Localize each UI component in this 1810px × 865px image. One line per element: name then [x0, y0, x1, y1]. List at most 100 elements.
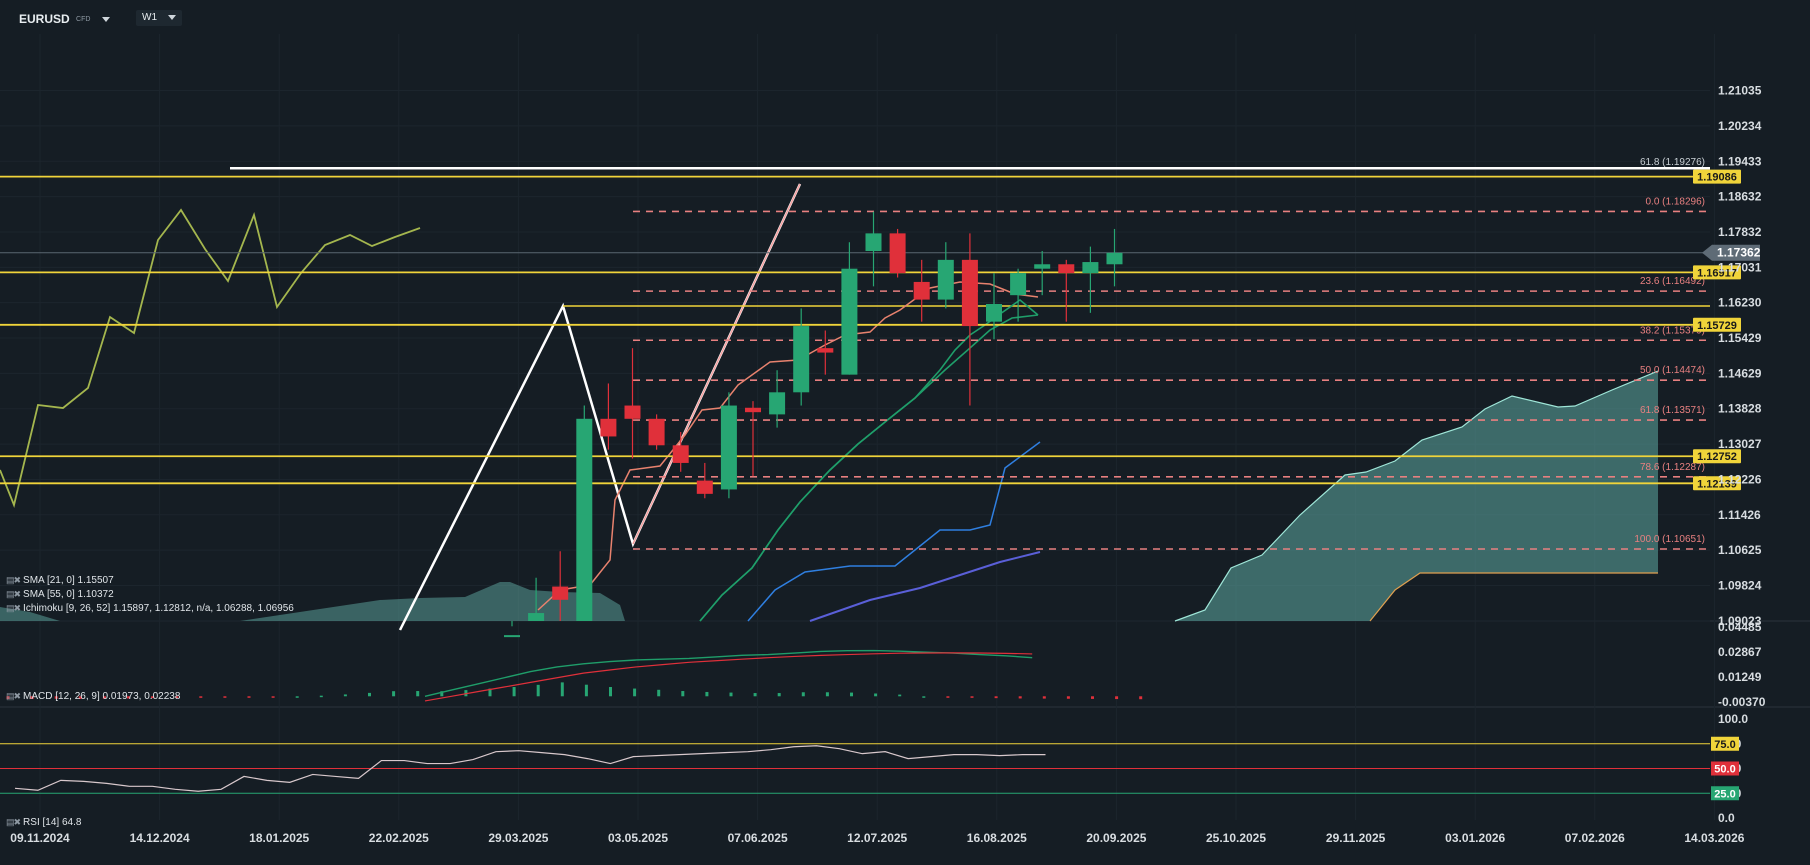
macd-histogram-bar [102, 696, 106, 699]
legend-rsi[interactable]: ▤✖ RSI [14] 64.8 [6, 817, 82, 828]
x-tick-label: 12.07.2025 [847, 831, 907, 845]
fib-trend-line [632, 183, 801, 545]
x-tick-label: 25.10.2025 [1206, 831, 1266, 845]
macd-histogram-bar [368, 692, 371, 697]
rsi-level-tag [1711, 761, 1739, 776]
candle-body [600, 418, 617, 437]
macd-histogram-bar [392, 691, 396, 697]
candle-body [769, 392, 786, 415]
candle-body [889, 233, 906, 274]
macd-histogram-bar [1018, 696, 1022, 699]
chevron-down-icon[interactable] [101, 17, 110, 23]
macd-histogram-bar [271, 696, 275, 698]
candle [817, 330, 834, 375]
legend-sma55[interactable]: ▤✖ SMA [55, 0] 1.10372 [6, 589, 114, 600]
legend-sma21[interactable]: ▤✖ SMA [21, 0] 1.15507 [6, 575, 114, 586]
timeframe-label: W1 [142, 12, 157, 23]
macd-histogram-bar [6, 696, 10, 700]
macd-histogram-bar [801, 692, 805, 697]
macd-tick-label: 0.04485 [1718, 620, 1762, 634]
candle [986, 273, 1002, 340]
indicator-settings-icon[interactable]: ▤✖ [6, 575, 21, 585]
overlay-line-chart [0, 208, 421, 508]
macd-histogram-bar [609, 687, 612, 697]
macd-histogram-bar [874, 693, 878, 697]
macd-histogram-bar [127, 696, 130, 699]
ichimoku-cloud [0, 370, 1659, 622]
indicator-settings-icon[interactable]: ▤✖ [6, 603, 21, 613]
fib-level-label: 61.8 (1.19276) [1640, 157, 1705, 168]
legend-macd[interactable]: ▤✖ MACD [12, 26, 9] 0.01973, 0.02238 [6, 691, 181, 702]
y-tick-label: 1.09824 [1718, 579, 1762, 593]
indicator-settings-icon[interactable]: ▤✖ [6, 589, 21, 599]
macd-histogram-bar [151, 696, 155, 699]
candle [552, 551, 569, 621]
macd-histogram-bar [681, 691, 685, 697]
x-tick-label: 16.08.2025 [967, 831, 1027, 845]
macd-histogram-bar [994, 696, 998, 699]
ichimoku-kijun-sen [747, 441, 1041, 622]
macd-histogram-bar [922, 696, 926, 698]
candle [1010, 268, 1027, 322]
fib-level-label: 0.0 (1.18296) [1646, 196, 1706, 207]
macd-histogram-bar [970, 696, 974, 698]
macd-histogram-bar [488, 688, 492, 697]
macd-histogram-bar [729, 692, 733, 697]
candle [913, 259, 930, 322]
macd-histogram-bar [946, 696, 950, 698]
sma-55-line [699, 298, 1039, 622]
candle [624, 348, 641, 459]
indicator-settings-icon[interactable]: ▤✖ [6, 691, 21, 701]
candle [600, 383, 617, 450]
chevron-down-icon[interactable] [167, 14, 176, 20]
macd-histogram-bar [440, 691, 444, 697]
x-tick-label: 29.03.2025 [488, 831, 548, 845]
macd-histogram-bar [247, 696, 251, 698]
macd-histogram-bar [1066, 696, 1070, 699]
candle [576, 405, 593, 621]
fib-level-label: 78.6 (1.12287) [1640, 462, 1705, 473]
macd-histogram-bar [850, 692, 853, 697]
x-tick-label: 14.03.2026 [1684, 831, 1744, 845]
candle [504, 621, 520, 638]
x-tick-label: 03.05.2025 [608, 831, 668, 845]
candle-body [841, 268, 858, 375]
fibonacci-levels: 61.8 (1.19276) 0.0 (1.18296) 23.6 (1.16492… [633, 157, 1710, 550]
rsi-level-value: 25.0 [1714, 788, 1735, 800]
sma-55-line-ext [699, 314, 1039, 622]
fib-level-label: 38.2 (1.15379) [1640, 325, 1705, 336]
horizontal-level-tag [1693, 169, 1741, 184]
candle-body [1058, 264, 1075, 274]
candle-body [696, 480, 713, 494]
macd-histogram-bar [416, 691, 420, 697]
ichimoku-tenkan-sen [809, 551, 1041, 622]
indicator-settings-icon[interactable]: ▤✖ [6, 817, 21, 827]
x-tick-label: 14.12.2024 [130, 831, 190, 845]
macd-histogram-bar [584, 684, 588, 697]
y-tick-label: 1.21035 [1718, 84, 1762, 98]
fib-level-label: 50.0 (1.14474) [1640, 365, 1705, 376]
macd-histogram-bar [343, 694, 347, 697]
timeframe-selector[interactable]: W1 [136, 10, 182, 26]
macd-histogram-bar [319, 695, 323, 698]
symbol-selector[interactable]: EURUSD CFD [19, 12, 110, 26]
candle [696, 462, 713, 499]
macd-histogram-bar [1091, 696, 1094, 699]
current-price-value: 1.17362 [1717, 246, 1761, 260]
candle-body [528, 613, 545, 621]
legend-ichimoku[interactable]: ▤✖ Ichimoku [9, 26, 52] 1.15897, 1.12812,… [6, 603, 294, 614]
rsi-level-value: 50.0 [1714, 764, 1735, 776]
candle [1058, 259, 1075, 322]
y-tick-label: 1.13828 [1718, 402, 1762, 416]
macd-histogram-bar [175, 696, 179, 698]
macd-histogram-bar [1115, 696, 1119, 700]
x-tick-label: 22.02.2025 [369, 831, 429, 845]
y-tick-label: 1.09023 [1718, 614, 1762, 628]
macd-histogram-bar [825, 692, 829, 697]
horizontal-level-tag [1693, 476, 1741, 491]
symbol-name: EURUSD [19, 12, 70, 26]
fib-level-label: 23.6 (1.16492) [1640, 276, 1705, 287]
macd-line [424, 649, 1033, 697]
horizontal-level-value: 1.12752 [1697, 451, 1737, 463]
